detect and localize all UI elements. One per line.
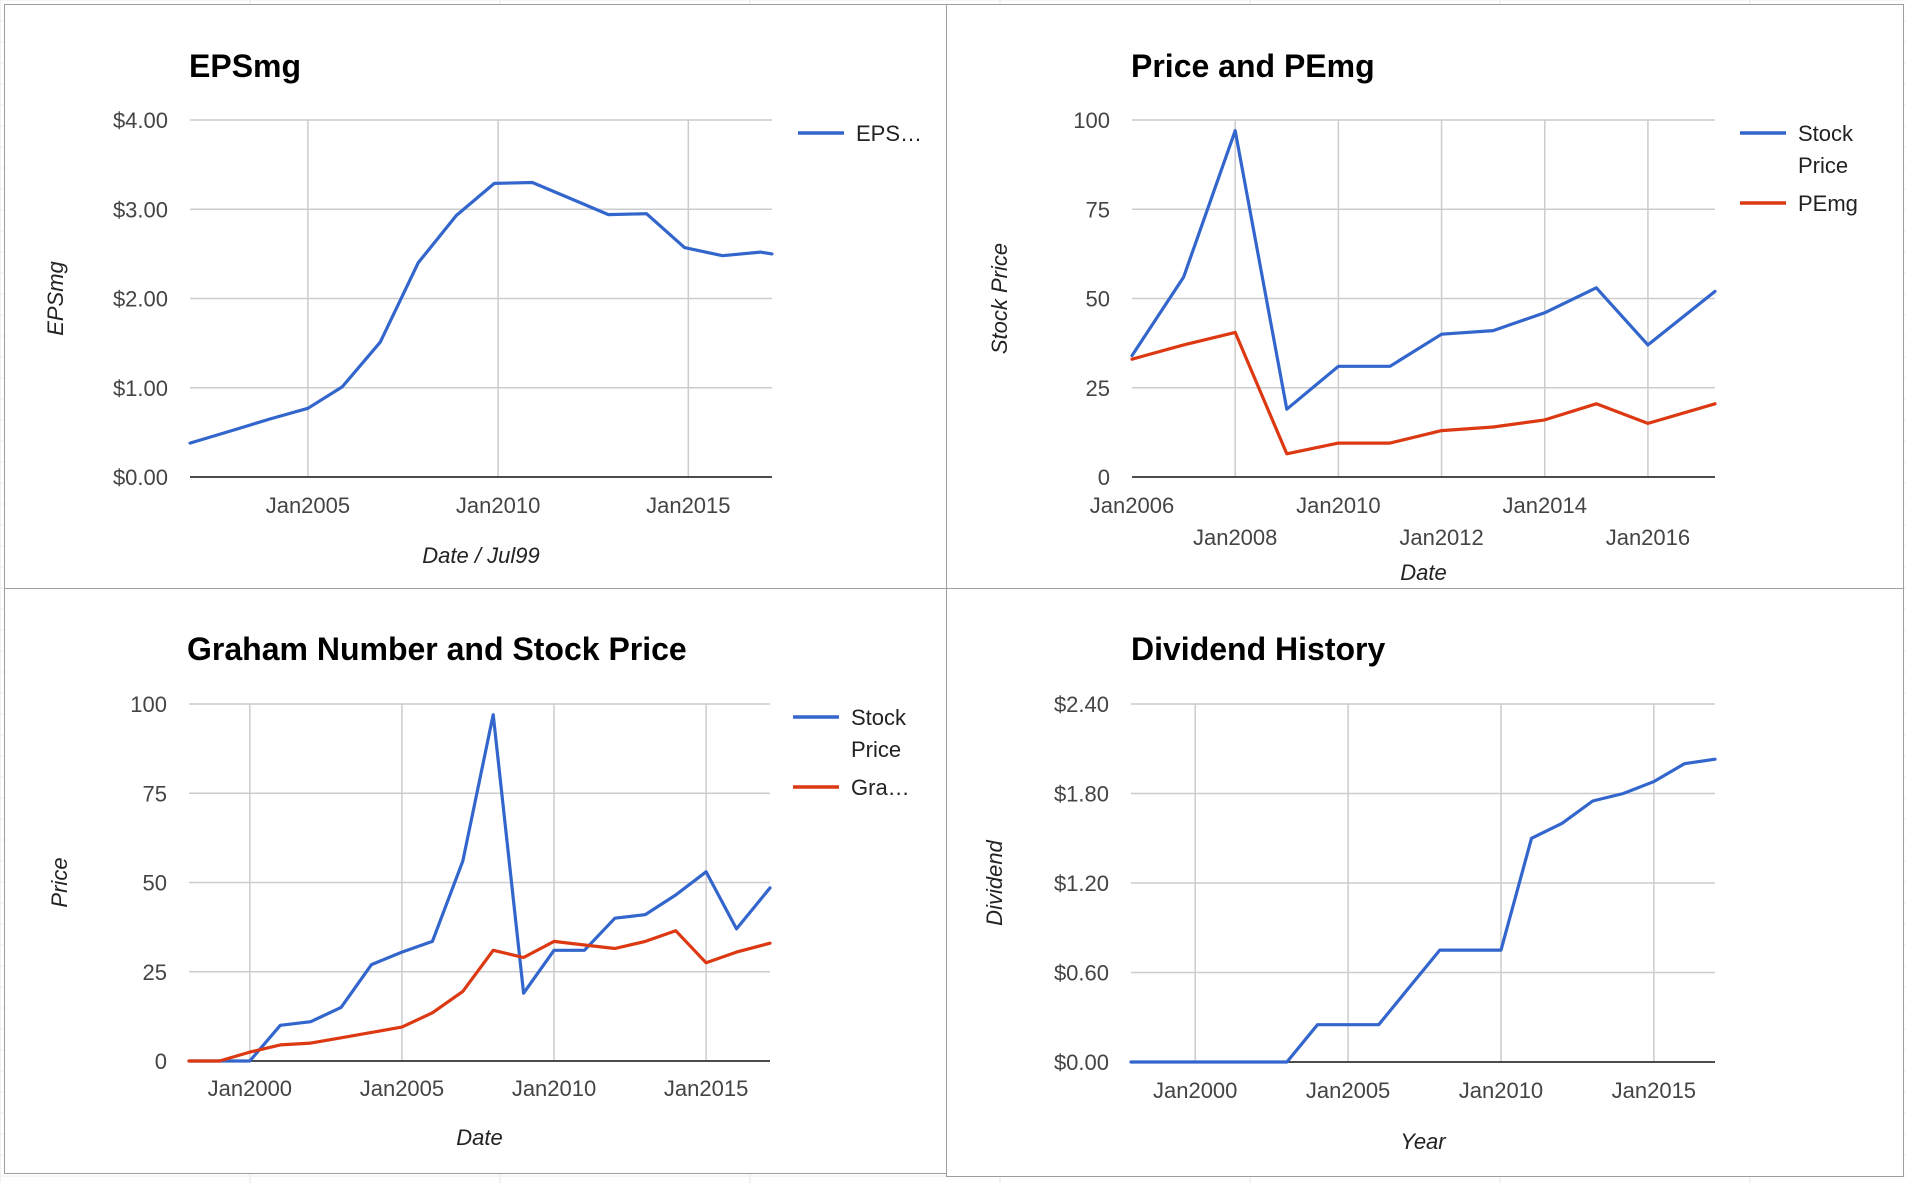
y-tick-label: 0 bbox=[1098, 465, 1110, 490]
legend-label[interactable]: Stock bbox=[851, 705, 907, 730]
x-tick-label: Jan2016 bbox=[1606, 525, 1690, 550]
x-tick-label: Jan2010 bbox=[1296, 493, 1380, 518]
series-line-eps[interactable] bbox=[188, 180, 774, 445]
y-tick-label: 50 bbox=[143, 871, 167, 896]
y-tick-label: $0.00 bbox=[113, 465, 168, 490]
legend-label[interactable]: Stock bbox=[1798, 121, 1854, 146]
y-tick-label: 0 bbox=[155, 1049, 167, 1074]
chart-panel-epsmg[interactable]: EPSmg $0.00 $1.00 $2.00 $3.00 $4.00 Jan2005 Jan… bbox=[4, 4, 948, 590]
x-axis-title: Date bbox=[1400, 560, 1446, 585]
price-and-pemg-chart: Price and PEmg 0 25 50 75 100 Jan2006 Jan2008 Ja… bbox=[987, 48, 1858, 585]
y-tick-label: $1.00 bbox=[113, 376, 168, 401]
y-tick-label: 50 bbox=[1086, 287, 1110, 312]
series-line-stock-price[interactable] bbox=[1130, 129, 1717, 411]
chart-title: Graham Number and Stock Price bbox=[187, 631, 687, 667]
epsmg-chart: EPSmg $0.00 $1.00 $2.00 $3.00 $4.00 Jan2005 Jan… bbox=[43, 48, 922, 568]
chart-title: Dividend History bbox=[1131, 631, 1385, 667]
x-axis-title: Year bbox=[1400, 1129, 1447, 1154]
y-tick-label: 100 bbox=[130, 692, 167, 717]
y-tick-label: $2.00 bbox=[113, 287, 168, 312]
y-tick-label: $2.40 bbox=[1054, 692, 1109, 717]
x-tick-label: Jan2014 bbox=[1503, 493, 1587, 518]
x-tick-label: Jan2015 bbox=[664, 1076, 748, 1101]
y-tick-label: 100 bbox=[1073, 108, 1110, 133]
y-tick-label: $3.00 bbox=[113, 197, 168, 222]
series-line-pemg[interactable] bbox=[1130, 330, 1717, 456]
legend-label[interactable]: Price bbox=[851, 737, 901, 762]
chart-title: Price and PEmg bbox=[1131, 48, 1375, 84]
y-tick-label: $0.60 bbox=[1054, 961, 1109, 986]
chart-panel-price-and-pemg[interactable]: Price and PEmg 0 25 50 75 100 Jan2006 Jan2008 Ja… bbox=[946, 4, 1904, 590]
legend-label[interactable]: Gra… bbox=[851, 775, 910, 800]
x-tick-label: Jan2005 bbox=[360, 1076, 444, 1101]
x-tick-label: Jan2015 bbox=[1612, 1078, 1696, 1103]
x-tick-label: Jan2010 bbox=[456, 493, 540, 518]
legend-label[interactable]: EPS… bbox=[856, 121, 922, 146]
x-tick-label: Jan2010 bbox=[512, 1076, 596, 1101]
graham-number-chart: Graham Number and Stock Price 0 25 50 75 100 J… bbox=[47, 631, 910, 1150]
y-axis-title: Stock Price bbox=[987, 243, 1012, 354]
y-tick-label: 75 bbox=[1086, 197, 1110, 222]
y-tick-label: 25 bbox=[1086, 376, 1110, 401]
y-tick-label: $4.00 bbox=[113, 108, 168, 133]
x-tick-label: Jan2005 bbox=[1306, 1078, 1390, 1103]
x-tick-label: Jan2000 bbox=[208, 1076, 292, 1101]
y-tick-label: $1.80 bbox=[1054, 782, 1109, 807]
y-tick-label: 25 bbox=[143, 960, 167, 985]
x-tick-label: Jan2006 bbox=[1090, 493, 1174, 518]
x-axis-title: Date bbox=[456, 1125, 502, 1150]
y-tick-label: $0.00 bbox=[1054, 1050, 1109, 1075]
series-line-stock-price[interactable] bbox=[187, 713, 772, 1063]
dividend-history-chart: Dividend History $0.00 $0.60 $1.20 $1.80 $2.4… bbox=[982, 631, 1717, 1154]
chart-panel-graham-number[interactable]: Graham Number and Stock Price 0 25 50 75 100 J… bbox=[4, 588, 948, 1174]
x-tick-label: Jan2000 bbox=[1153, 1078, 1237, 1103]
y-tick-label: $1.20 bbox=[1054, 871, 1109, 896]
x-tick-label: Jan2010 bbox=[1459, 1078, 1543, 1103]
x-axis-title: Date / Jul99 bbox=[422, 543, 539, 568]
y-tick-label: 75 bbox=[143, 781, 167, 806]
x-tick-label: Jan2008 bbox=[1193, 525, 1277, 550]
x-tick-label: Jan2015 bbox=[646, 493, 730, 518]
y-axis-title: Dividend bbox=[982, 839, 1007, 925]
legend-label[interactable]: PEmg bbox=[1798, 191, 1858, 216]
x-tick-label: Jan2005 bbox=[266, 493, 350, 518]
series-line-dividend[interactable] bbox=[1129, 757, 1717, 1064]
y-axis-title: Price bbox=[47, 857, 72, 907]
y-axis-title: EPSmg bbox=[43, 260, 68, 335]
legend-label[interactable]: Price bbox=[1798, 153, 1848, 178]
chart-title: EPSmg bbox=[189, 48, 301, 84]
x-tick-label: Jan2012 bbox=[1399, 525, 1483, 550]
series-line-gra[interactable] bbox=[187, 929, 772, 1063]
chart-panel-dividend-history[interactable]: Dividend History $0.00 $0.60 $1.20 $1.80 $2.4… bbox=[946, 588, 1904, 1177]
